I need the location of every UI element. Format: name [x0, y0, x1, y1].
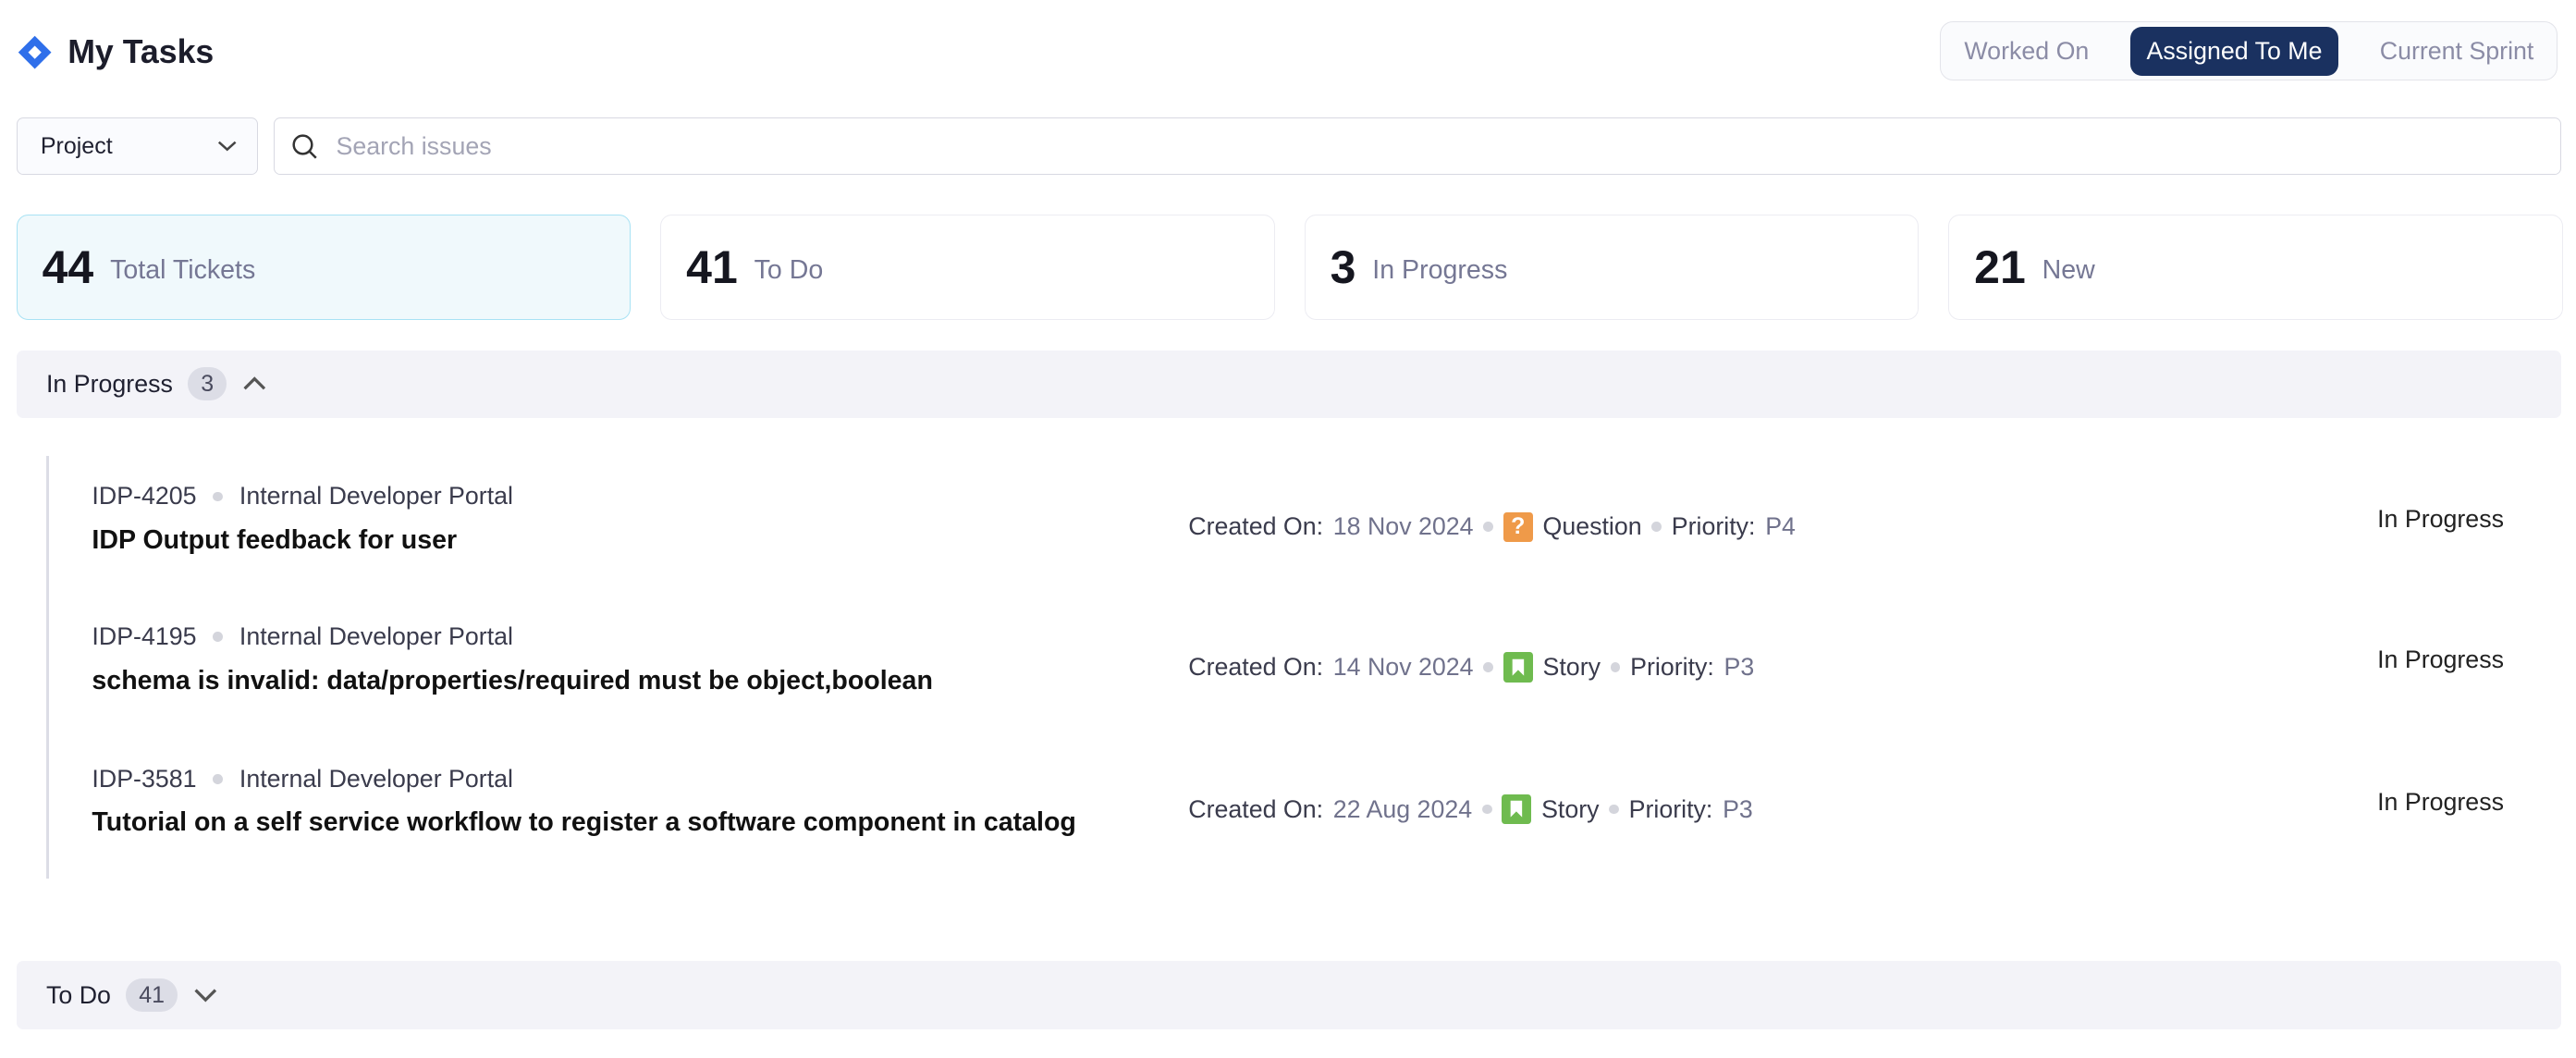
separator-dot	[1481, 804, 1492, 815]
bookmark-icon	[1502, 794, 1532, 825]
stat-card-total[interactable]: 44 Total Tickets	[16, 215, 632, 321]
issue-row[interactable]: IDP-3581 Internal Developer Portal Tutori…	[92, 765, 2519, 864]
issue-title[interactable]: schema is invalid: data/properties/requi…	[92, 665, 933, 695]
created-date: 18 Nov 2024	[1332, 512, 1474, 541]
separator-dot	[213, 491, 224, 502]
tab-worked-on[interactable]: Worked On	[1964, 36, 2090, 65]
section-title: To Do	[45, 980, 111, 1009]
stat-label: In Progress	[1372, 255, 1508, 286]
priority-label: Priority:	[1628, 794, 1713, 823]
issue-key[interactable]: IDP-3581	[92, 764, 197, 793]
stat-card-new[interactable]: 21 New	[1948, 215, 2563, 321]
stat-count: 3	[1330, 241, 1356, 294]
stat-count: 21	[1974, 241, 2026, 294]
priority-label: Priority:	[1671, 512, 1756, 541]
priority-value: P4	[1765, 512, 1796, 541]
separator-dot	[213, 632, 224, 643]
separator-dot	[213, 774, 224, 784]
issue-list-in-progress: IDP-4205 Internal Developer Portal IDP Ou…	[46, 455, 2526, 880]
issue-status: In Progress	[2377, 646, 2504, 674]
issue-row[interactable]: IDP-4195 Internal Developer Portal schema…	[92, 622, 2519, 721]
stat-label: To Do	[754, 255, 824, 286]
stat-label: Total Tickets	[110, 255, 256, 286]
priority-label: Priority:	[1630, 652, 1714, 681]
issue-title[interactable]: IDP Output feedback for user	[92, 524, 458, 555]
stat-count: 41	[686, 241, 738, 294]
search-icon	[292, 134, 317, 159]
separator-dot	[1610, 662, 1621, 672]
section-title: In Progress	[45, 369, 173, 398]
issue-title[interactable]: Tutorial on a self service workflow to r…	[92, 807, 1076, 838]
search-input[interactable]	[332, 129, 2545, 163]
page-header: My Tasks	[17, 33, 214, 71]
bookmark-icon	[1503, 652, 1533, 683]
chevron-down-icon[interactable]	[192, 987, 219, 1003]
issue-type: Question	[1542, 512, 1642, 541]
issue-project: Internal Developer Portal	[239, 622, 513, 651]
separator-dot	[1651, 522, 1662, 533]
tab-assigned-to-me[interactable]: Assigned To Me	[2129, 27, 2339, 76]
section-header-to-do[interactable]: To Do 41	[16, 961, 2561, 1029]
project-select[interactable]: Project	[16, 117, 258, 176]
jira-diamond-icon	[18, 35, 52, 69]
issue-status: In Progress	[2377, 787, 2504, 816]
issue-project: Internal Developer Portal	[239, 482, 513, 511]
issue-status: In Progress	[2377, 505, 2504, 534]
tab-current-sprint[interactable]: Current Sprint	[2379, 36, 2534, 65]
created-label: Created On:	[1188, 652, 1324, 681]
issue-type: Story	[1542, 652, 1601, 681]
issue-key[interactable]: IDP-4195	[92, 622, 197, 651]
separator-dot	[1609, 804, 1619, 815]
created-label: Created On:	[1188, 512, 1324, 541]
created-date: 22 Aug 2024	[1332, 794, 1473, 823]
issue-project: Internal Developer Portal	[239, 764, 513, 793]
separator-dot	[1483, 522, 1493, 533]
created-date: 14 Nov 2024	[1332, 652, 1474, 681]
issue-type: Story	[1541, 794, 1600, 823]
issue-key[interactable]: IDP-4205	[92, 482, 197, 511]
section-header-in-progress[interactable]: In Progress 3	[16, 350, 2561, 418]
priority-value: P3	[1723, 794, 1753, 823]
section-count-badge: 41	[125, 978, 178, 1013]
page-title: My Tasks	[67, 32, 215, 70]
view-toggle: Worked On Assigned To Me Current Sprint	[1940, 21, 2558, 81]
section-count-badge: 3	[187, 367, 227, 401]
chevron-down-icon	[217, 141, 237, 152]
stat-card-in-progress[interactable]: 3 In Progress	[1304, 215, 1920, 321]
created-label: Created On:	[1188, 794, 1324, 823]
question-icon: ?	[1503, 511, 1533, 542]
search-box	[274, 117, 2561, 176]
project-select-label: Project	[40, 132, 113, 159]
chevron-up-icon[interactable]	[241, 375, 268, 392]
stat-count: 44	[42, 241, 94, 294]
stat-card-todo[interactable]: 41 To Do	[660, 215, 1275, 321]
separator-dot	[1483, 662, 1493, 672]
issue-row[interactable]: IDP-4205 Internal Developer Portal IDP Ou…	[92, 482, 2519, 581]
priority-value: P3	[1723, 652, 1755, 681]
stat-label: New	[2042, 255, 2095, 286]
